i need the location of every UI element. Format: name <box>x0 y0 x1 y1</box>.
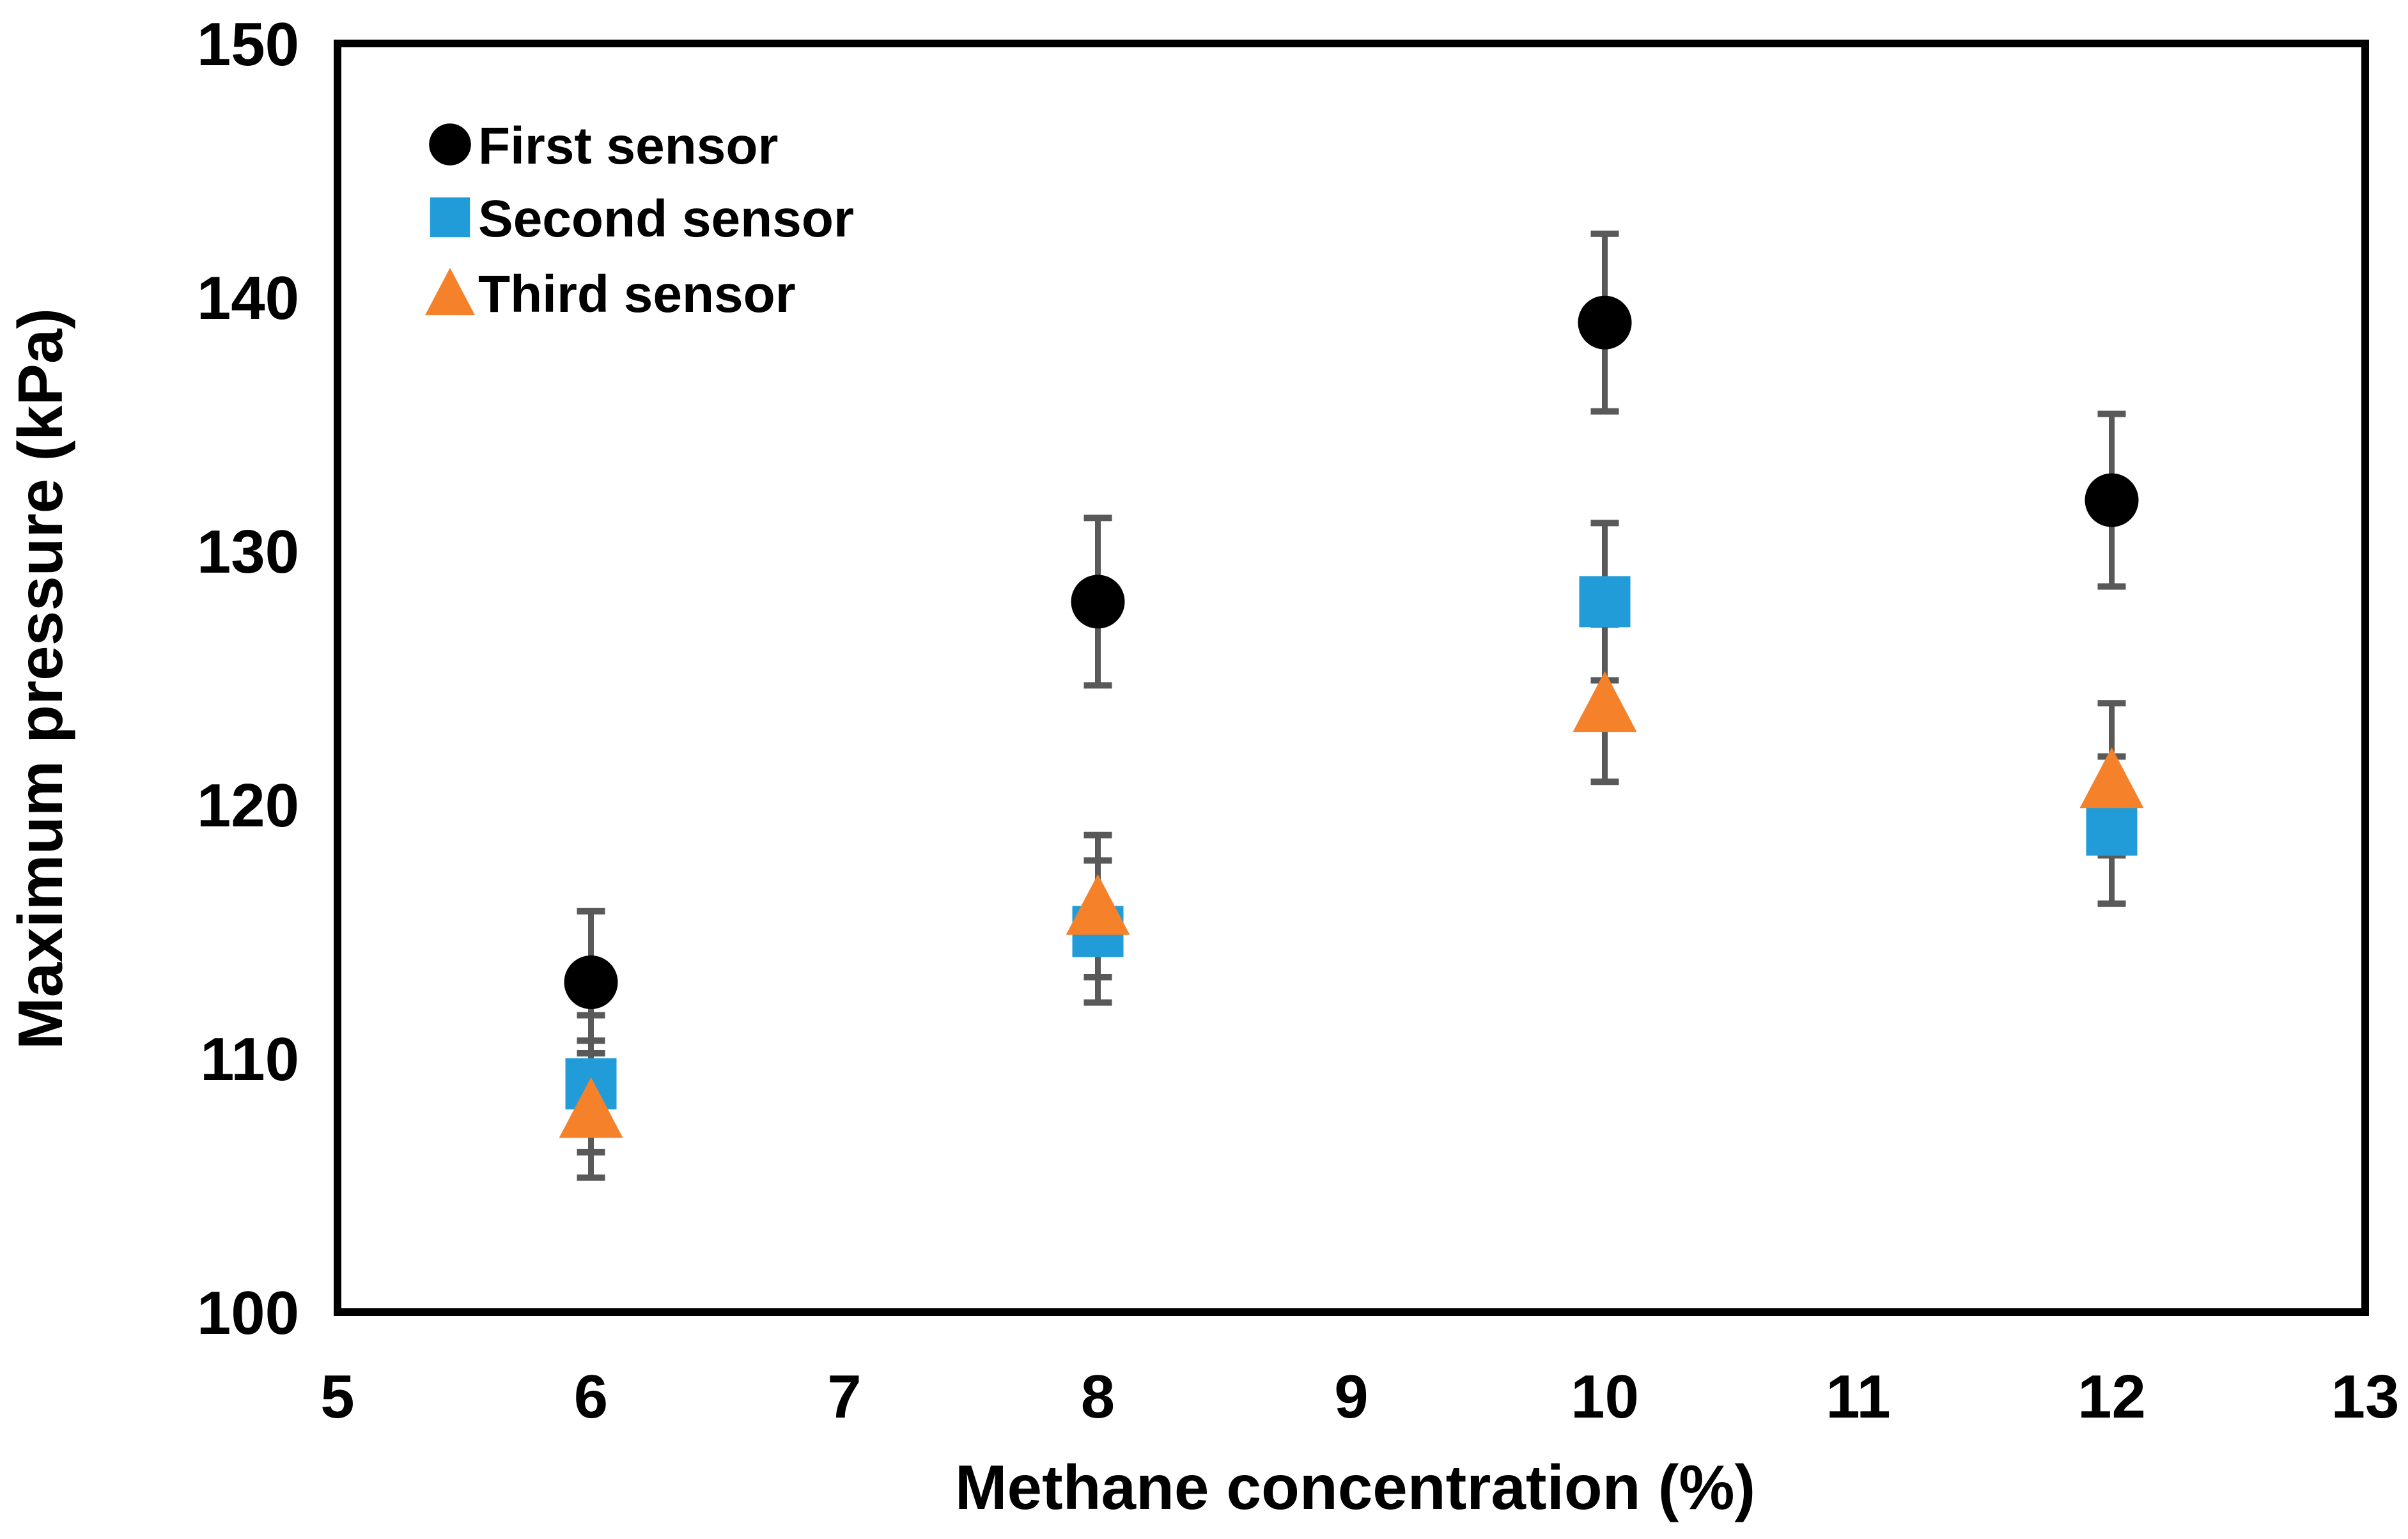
data-point-triangle <box>1573 671 1637 732</box>
y-tick-label: 110 <box>200 1025 299 1094</box>
x-tick-label: 11 <box>1826 1363 1890 1431</box>
legend-item: Second sensor <box>430 190 854 248</box>
data-point-markers <box>559 295 2144 1138</box>
y-axis-title: Maximum pressure (kPa) <box>5 308 75 1049</box>
data-point-square <box>2086 804 2138 856</box>
x-tick-label: 8 <box>1081 1363 1115 1431</box>
x-axis-tick-labels: 5 6 7 8 9 10 11 12 13 <box>320 1363 2399 1431</box>
data-point-triangle <box>1066 874 1130 935</box>
legend-label: Second sensor <box>478 190 854 248</box>
data-point-circle <box>1578 295 1632 350</box>
error-bars <box>577 230 2126 1181</box>
x-tick-label: 5 <box>320 1363 354 1431</box>
y-axis-tick-labels: 100 110 120 130 140 150 <box>197 10 299 1347</box>
circle-marker <box>429 123 471 166</box>
legend-item: First sensor <box>429 117 778 175</box>
data-point-square <box>1579 576 1631 628</box>
series-second-sensor <box>565 576 2138 1110</box>
y-tick-label: 120 <box>197 771 299 840</box>
x-tick-label: 7 <box>827 1363 861 1431</box>
square-marker <box>430 197 470 238</box>
y-tick-label: 140 <box>197 264 299 332</box>
y-tick-label: 150 <box>197 10 299 79</box>
data-point-circle <box>2085 473 2139 527</box>
data-point-triangle <box>2079 747 2144 808</box>
legend-label: Third sensor <box>478 265 796 323</box>
y-tick-label: 130 <box>197 518 299 586</box>
x-axis-title: Methane concentration (%) <box>955 1452 1755 1522</box>
x-tick-label: 10 <box>1571 1363 1639 1431</box>
x-tick-label: 6 <box>574 1363 608 1431</box>
x-tick-label: 12 <box>2078 1363 2146 1431</box>
legend: First sensor Second sensor Third sensor <box>425 117 854 323</box>
data-point-triangle <box>559 1077 623 1138</box>
y-tick-label: 100 <box>197 1279 299 1347</box>
data-point-circle <box>564 955 618 1009</box>
x-tick-label: 13 <box>2331 1363 2400 1431</box>
legend-item: Third sensor <box>425 265 796 323</box>
x-tick-label: 9 <box>1334 1363 1368 1431</box>
plot-area-border <box>334 40 2369 1316</box>
data-point-circle <box>1071 575 1125 629</box>
series-first-sensor <box>564 295 2139 1009</box>
triangle-marker <box>425 268 475 316</box>
series-third-sensor <box>559 671 2144 1138</box>
legend-label: First sensor <box>478 117 778 175</box>
